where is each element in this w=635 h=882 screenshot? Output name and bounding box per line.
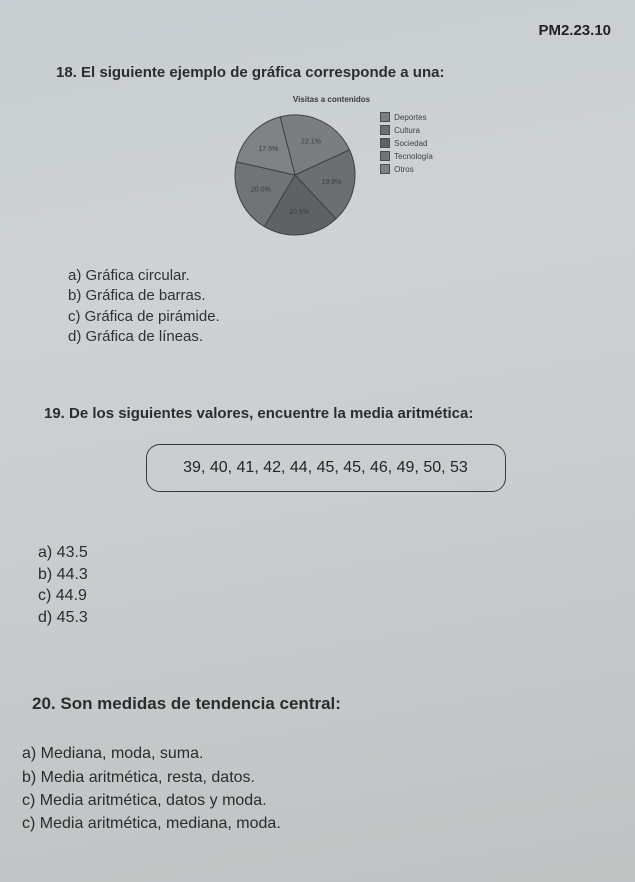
q20-option: a) Mediana, moda, suma. <box>22 742 607 765</box>
q18-chart-area: 22.1% 19.9% 20.5% 20.0% 17.5% Deportes Cultur… <box>230 110 433 240</box>
q18-chart-wrap: Visitas a contenidos 22.1% 19.9% 20.5% 20.0… <box>56 95 607 240</box>
q18-chart-title: Visitas a contenidos <box>267 95 397 104</box>
q18-answers: a) Gráfica circular.b) Gráfica de barras… <box>68 266 607 347</box>
question-19: 19. De los siguientes valores, encuentre… <box>44 405 607 628</box>
q18-option: a) Gráfica circular. <box>68 266 607 286</box>
legend-label: Tecnología <box>394 152 433 161</box>
legend-label: Deportes <box>394 113 426 122</box>
q19-values-box: 39, 40, 41, 42, 44, 45, 45, 46, 49, 50, … <box>146 444 506 492</box>
legend-swatch <box>380 151 390 161</box>
q20-answers: a) Mediana, moda, suma.b) Media aritméti… <box>22 742 607 835</box>
pie-slice-label: 22.1% <box>301 138 321 145</box>
q18-title: 18. El siguiente ejemplo de gráfica corr… <box>56 64 607 81</box>
legend-swatch <box>380 138 390 148</box>
pie-slice-label: 17.5% <box>259 146 279 153</box>
legend-label: Otros <box>394 165 414 174</box>
q19-title: 19. De los siguientes valores, encuentre… <box>44 405 607 422</box>
q19-option: b) 44.3 <box>38 564 607 586</box>
legend-swatch <box>380 164 390 174</box>
legend-item: Tecnología <box>380 151 433 161</box>
legend-swatch <box>380 125 390 135</box>
legend-item: Sociedad <box>380 138 433 148</box>
legend-item: Deportes <box>380 112 433 122</box>
pie-slice-label: 19.9% <box>322 179 342 186</box>
q19-option: d) 45.3 <box>38 607 607 629</box>
legend-item: Cultura <box>380 125 433 135</box>
q20-option: c) Media aritmética, datos y moda. <box>22 789 607 812</box>
q20-title: 20. Son medidas de tendencia central: <box>32 694 607 714</box>
legend-item: Otros <box>380 164 433 174</box>
q20-option: c) Media aritmética, mediana, moda. <box>22 812 607 835</box>
question-18: 18. El siguiente ejemplo de gráfica corr… <box>56 64 607 347</box>
question-20: 20. Son medidas de tendencia central: a)… <box>32 694 607 835</box>
legend-label: Sociedad <box>394 139 427 148</box>
worksheet-page: PM2.23.10 18. El siguiente ejemplo de gr… <box>0 0 635 882</box>
q19-option: c) 44.9 <box>38 585 607 607</box>
legend-swatch <box>380 112 390 122</box>
pie-legend: Deportes Cultura Sociedad Tecnología Otros <box>380 112 433 174</box>
q19-answers: a) 43.5b) 44.3c) 44.9d) 45.3 <box>38 542 607 628</box>
pie-slice-label: 20.0% <box>251 187 271 194</box>
legend-label: Cultura <box>394 126 420 135</box>
pie-slice-label: 20.5% <box>289 209 309 216</box>
q18-option: d) Gráfica de líneas. <box>68 327 607 347</box>
q18-option: b) Gráfica de barras. <box>68 286 607 306</box>
q19-option: a) 43.5 <box>38 542 607 564</box>
pie-chart: 22.1% 19.9% 20.5% 20.0% 17.5% <box>230 110 360 240</box>
page-code: PM2.23.10 <box>538 22 611 39</box>
q20-option: b) Media aritmética, resta, datos. <box>22 766 607 789</box>
q18-option: c) Gráfica de pirámide. <box>68 307 607 327</box>
